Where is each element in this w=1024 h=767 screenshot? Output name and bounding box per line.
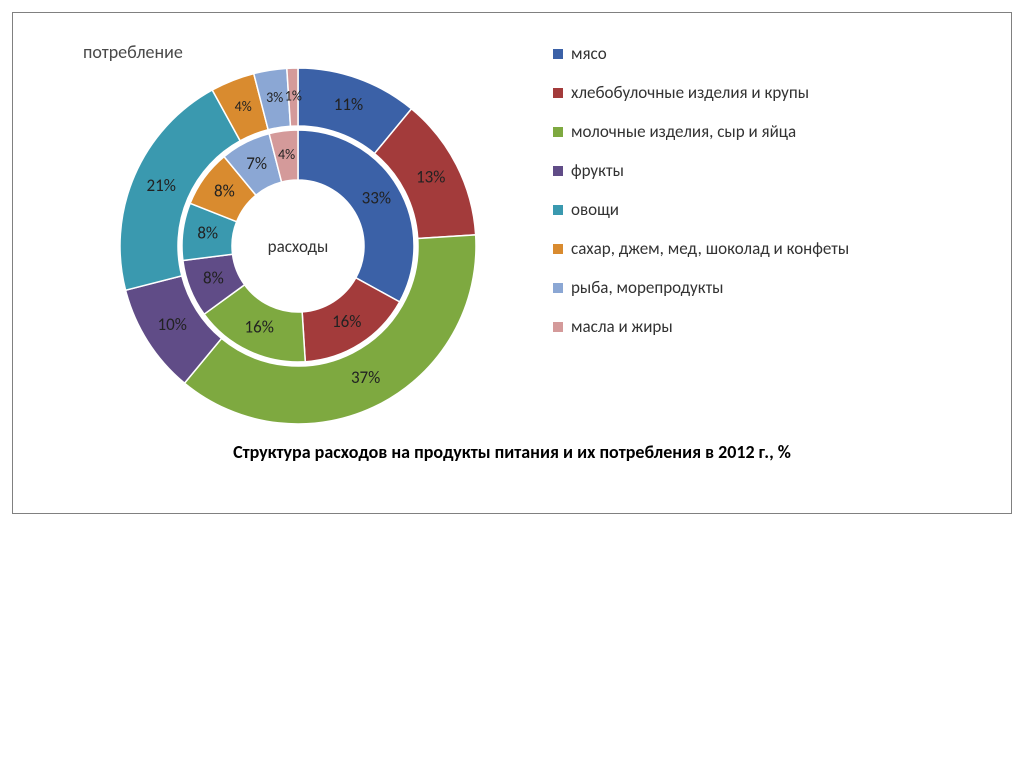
legend-swatch bbox=[553, 322, 563, 332]
legend-item-dairy: молочные изделия, сыр и яйца bbox=[553, 121, 849, 142]
legend-swatch bbox=[553, 88, 563, 98]
legend-item-fruit: фрукты bbox=[553, 160, 849, 181]
legend-label: рыба, морепродукты bbox=[571, 277, 724, 298]
legend-swatch bbox=[553, 244, 563, 254]
legend-swatch bbox=[553, 127, 563, 137]
slice-label-bread: 16% bbox=[332, 311, 361, 332]
legend-item-veg: овощи bbox=[553, 199, 849, 220]
slice-label-bread: 13% bbox=[416, 166, 445, 187]
slice-label-sugar: 4% bbox=[235, 98, 252, 115]
slice-label-fish: 3% bbox=[266, 89, 283, 106]
slice-label-fruit: 10% bbox=[157, 314, 186, 335]
legend-label: мясо bbox=[571, 43, 607, 64]
legend-label: овощи bbox=[571, 199, 619, 220]
inner-ring-title: расходы bbox=[253, 236, 343, 257]
slice-label-meat: 33% bbox=[362, 188, 391, 209]
slice-label-fats: 4% bbox=[278, 146, 295, 163]
legend-label: хлебобулочные изделия и крупы bbox=[571, 82, 809, 103]
slice-label-sugar: 8% bbox=[214, 181, 235, 202]
slice-label-veg: 21% bbox=[147, 175, 176, 196]
legend-label: фрукты bbox=[571, 160, 624, 181]
legend-item-fats: масла и жиры bbox=[553, 316, 849, 337]
slice-label-meat: 11% bbox=[334, 94, 363, 115]
chart-caption: Структура расходов на продукты питания и… bbox=[13, 441, 1011, 463]
legend-item-bread: хлебобулочные изделия и крупы bbox=[553, 82, 849, 103]
legend-label: масла и жиры bbox=[571, 316, 673, 337]
slice-label-fish: 7% bbox=[246, 153, 267, 174]
legend-label: молочные изделия, сыр и яйца bbox=[571, 121, 796, 142]
legend-swatch bbox=[553, 205, 563, 215]
legend-item-fish: рыба, морепродукты bbox=[553, 277, 849, 298]
legend-swatch bbox=[553, 283, 563, 293]
slice-label-dairy: 37% bbox=[351, 367, 380, 388]
slice-label-veg: 8% bbox=[197, 223, 218, 244]
legend: мясо хлебобулочные изделия и крупы молочны… bbox=[553, 43, 849, 355]
legend-label: сахар, джем, мед, шоколад и конфеты bbox=[571, 238, 849, 259]
legend-swatch bbox=[553, 49, 563, 59]
legend-item-meat: мясо bbox=[553, 43, 849, 64]
slice-label-fruit: 8% bbox=[203, 268, 224, 289]
legend-swatch bbox=[553, 166, 563, 176]
legend-item-sugar: сахар, джем, мед, шоколад и конфеты bbox=[553, 238, 849, 259]
slice-label-fats: 1% bbox=[285, 87, 302, 104]
chart-frame: потребление 11%13%37%10%21%4%3%1% 33%16%… bbox=[12, 12, 1012, 514]
slice-label-dairy: 16% bbox=[245, 316, 274, 337]
